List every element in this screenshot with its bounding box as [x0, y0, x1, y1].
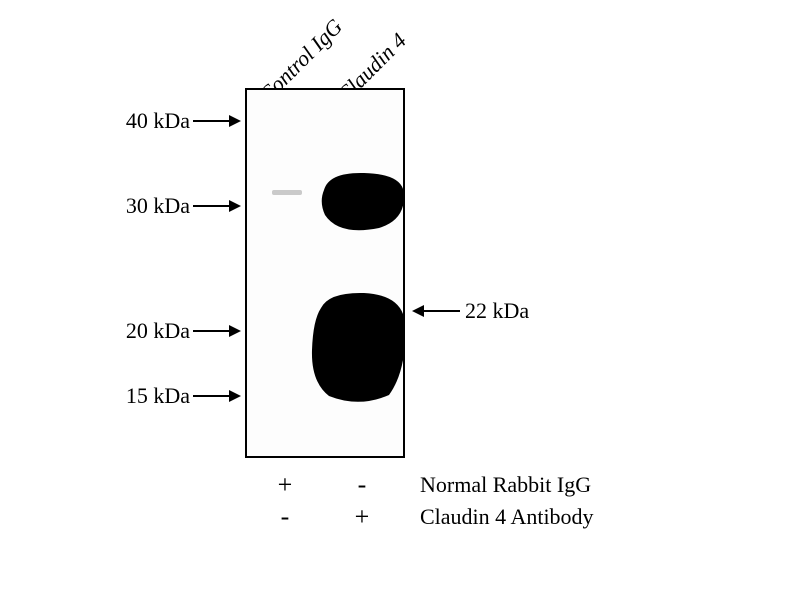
band-claudin-lower	[309, 290, 405, 408]
right-arrow-22-icon	[412, 302, 460, 320]
pm-claudin-row2: +	[342, 502, 382, 532]
mw-arrow-30-icon	[193, 197, 241, 215]
pm-claudin-row1: -	[342, 470, 382, 500]
mw-label-30: 30 kDa	[100, 193, 190, 219]
blot-membrane	[245, 88, 405, 458]
pm-label-row2: Claudin 4 Antibody	[420, 504, 594, 530]
band-claudin-upper	[319, 170, 405, 240]
pm-control-row2: -	[265, 502, 305, 532]
mw-label-15: 15 kDa	[100, 383, 190, 409]
mw-label-22: 22 kDa	[465, 298, 529, 324]
pm-control-row1: +	[265, 470, 305, 500]
mw-arrow-40-icon	[193, 112, 241, 130]
mw-arrow-20-icon	[193, 322, 241, 340]
pm-label-row1: Normal Rabbit IgG	[420, 472, 591, 498]
mw-arrow-15-icon	[193, 387, 241, 405]
western-blot-figure: Control IgG Claudin 4 40 kDa 30 kDa 20 k…	[60, 20, 740, 580]
mw-label-40: 40 kDa	[100, 108, 190, 134]
mw-label-20: 20 kDa	[100, 318, 190, 344]
band-control-faint	[272, 190, 302, 195]
